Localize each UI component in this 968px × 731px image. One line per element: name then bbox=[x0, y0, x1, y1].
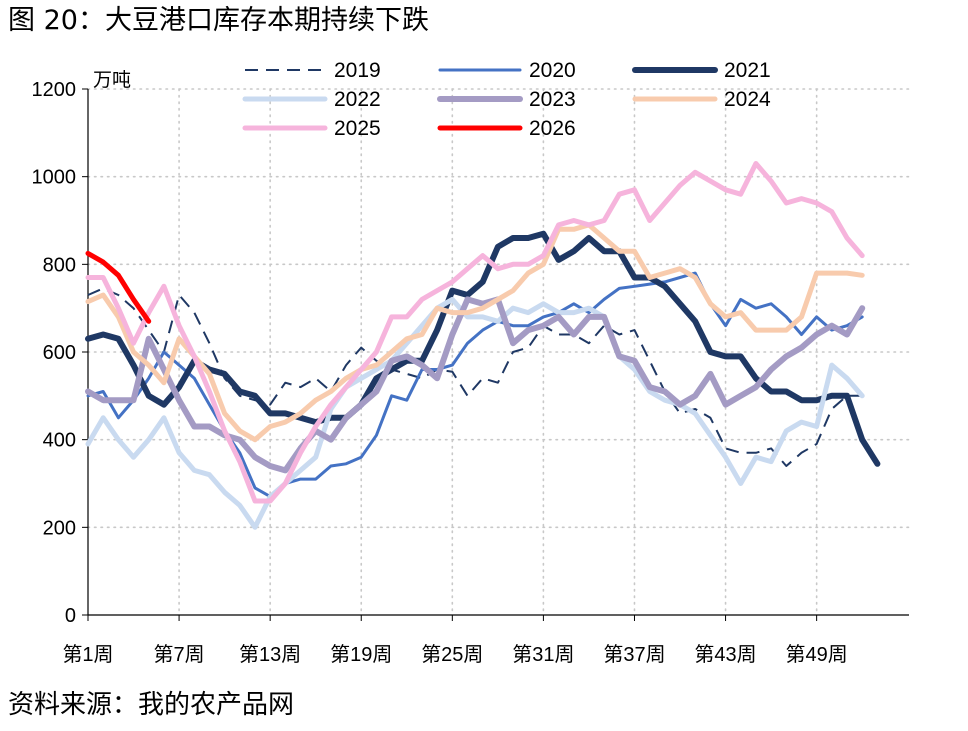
series-line-2024 bbox=[85, 222, 865, 443]
series-line-2022 bbox=[85, 296, 865, 530]
y-tick-label: 1200 bbox=[32, 79, 77, 101]
legend-label-2024: 2024 bbox=[724, 88, 771, 111]
x-tick-label: 第49周 bbox=[786, 643, 848, 666]
x-tick-label: 第1周 bbox=[62, 643, 113, 666]
y-tick-label: 400 bbox=[43, 430, 76, 452]
x-tick-label: 第13周 bbox=[239, 643, 301, 666]
y-tick-label: 200 bbox=[43, 517, 76, 539]
series-line-2019 bbox=[87, 287, 863, 467]
legend-label-2021: 2021 bbox=[724, 59, 771, 82]
x-tick-label: 第43周 bbox=[694, 643, 756, 666]
series-line-2025 bbox=[85, 161, 865, 504]
y-unit-label: 万吨 bbox=[93, 69, 131, 91]
series-line-2023 bbox=[85, 296, 866, 474]
legend: 2019 2020 2021 2022 2023 2024 2025 2026 bbox=[242, 59, 771, 140]
y-tick-label: 800 bbox=[43, 254, 76, 276]
figure-title: 图 20：大豆港口库存本期持续下跌 bbox=[8, 5, 429, 36]
legend-label-2025: 2025 bbox=[334, 117, 381, 140]
series-line-2021 bbox=[85, 230, 881, 467]
source-note: 资料来源：我的农产品网 bbox=[8, 690, 295, 720]
y-tick-label: 0 bbox=[65, 605, 76, 627]
legend-label-2023: 2023 bbox=[529, 88, 576, 111]
x-tick-label: 第25周 bbox=[421, 643, 483, 666]
x-tick-label: 第19周 bbox=[330, 643, 392, 666]
legend-label-2026: 2026 bbox=[529, 117, 576, 140]
x-tick-label: 第37周 bbox=[603, 643, 665, 666]
y-tick-label: 1000 bbox=[32, 167, 77, 189]
axes: 0 200 400 600 800 1000 1200 第1周 第7周 第13周 第19周 第25周 第… bbox=[32, 79, 909, 666]
series-line-2026 bbox=[85, 250, 152, 324]
legend-label-2022: 2022 bbox=[334, 88, 381, 111]
gridlines bbox=[87, 88, 910, 616]
x-tick-label: 第7周 bbox=[154, 643, 205, 666]
legend-label-2019: 2019 bbox=[334, 59, 381, 82]
y-tick-label: 600 bbox=[43, 342, 76, 364]
series-lines bbox=[85, 161, 881, 530]
x-tick-label: 第31周 bbox=[512, 643, 574, 666]
legend-label-2020: 2020 bbox=[529, 59, 576, 82]
